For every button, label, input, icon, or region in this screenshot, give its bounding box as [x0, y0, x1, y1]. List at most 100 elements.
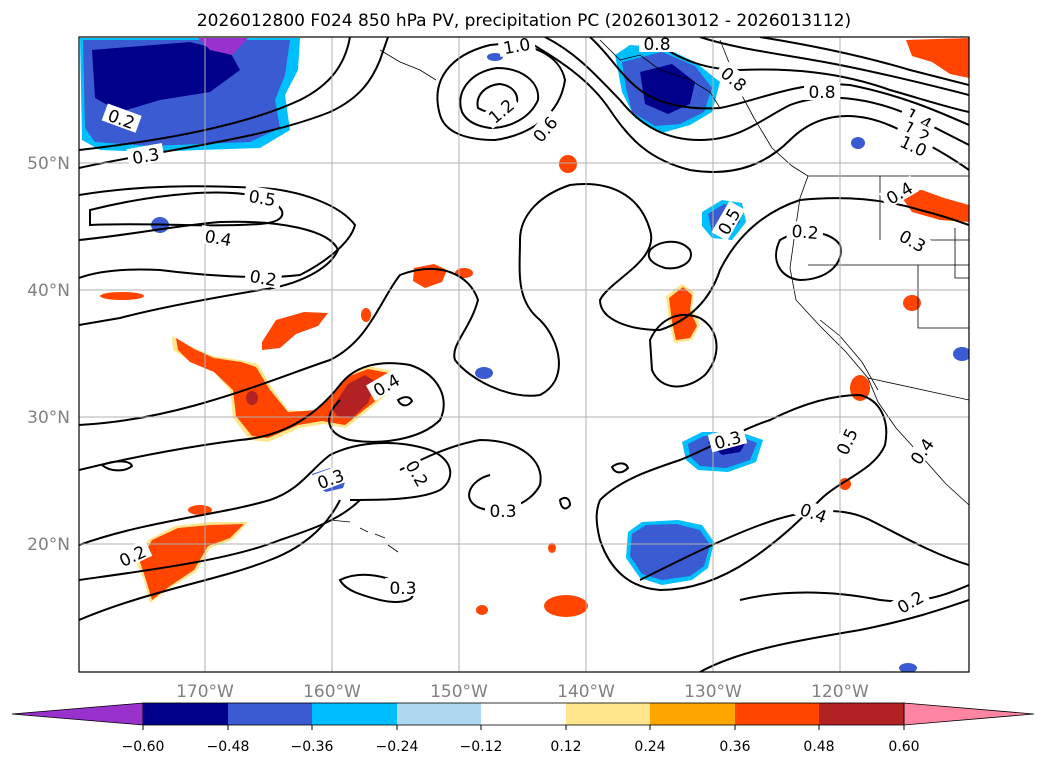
- contour-label: 0.3: [389, 579, 416, 599]
- pv-contour: [79, 442, 452, 546]
- lat-tick-label: 30°N: [27, 408, 70, 428]
- precip-area: [475, 367, 493, 379]
- colorbar-swatch: [481, 703, 566, 725]
- pv-contour: [699, 599, 969, 672]
- pv-contour: [79, 183, 661, 426]
- lat-tick-label: 50°N: [27, 154, 70, 174]
- pv-contour: [79, 185, 357, 279]
- colorbar-swatch: [228, 703, 312, 725]
- pv-contour: [647, 240, 692, 270]
- state-border: [808, 175, 969, 401]
- pv-contour: [436, 43, 567, 142]
- lon-tick-label: 130°W: [684, 682, 742, 702]
- pv-contour: [100, 460, 134, 472]
- lon-axis: 170°W 160°W 150°W 140°W 130°W 120°W: [176, 682, 869, 702]
- coastline: [599, 39, 721, 109]
- gridlines: [79, 37, 969, 672]
- precip-area: [630, 524, 710, 580]
- precip-area: [361, 308, 371, 322]
- lon-tick-label: 120°W: [811, 682, 869, 702]
- colorbar-tick-label: −0.12: [460, 739, 503, 755]
- colorbar-swatch: [143, 703, 228, 725]
- pv-contour: [558, 496, 572, 510]
- map-panel: 1.0 0.8 0.8 0.8 1.4 1.2 1.0 1.2 0.6 0.2 …: [78, 33, 970, 673]
- colorbar-swatch: [735, 703, 819, 725]
- pv-contour: [648, 314, 718, 388]
- pv-contour: [396, 396, 414, 407]
- hawaii-islands: [329, 519, 399, 553]
- colorbar-extend-right: [903, 702, 1035, 726]
- precip-area: [262, 312, 328, 350]
- pv-contour: [79, 499, 341, 621]
- precip-area: [851, 137, 865, 149]
- lat-tick-label: 20°N: [27, 535, 70, 555]
- colorbar: −0.60 −0.48 −0.36 −0.24 −0.12 0.12 0.24 …: [11, 702, 1035, 755]
- colorbar-swatch: [312, 703, 397, 725]
- precip-area: [906, 38, 969, 78]
- contour-label: 0.2: [791, 222, 820, 244]
- precip-area: [198, 38, 248, 55]
- colorbar-tick-label: −0.48: [207, 739, 250, 755]
- contour-label: 0.8: [643, 35, 670, 55]
- colorbar-extend-left: [11, 702, 144, 726]
- precip-area: [188, 505, 212, 515]
- colorbar-tick-label: −0.24: [376, 739, 419, 755]
- pv-contour: [739, 584, 969, 603]
- coastline: [819, 319, 879, 391]
- contour-label: 0.5: [247, 187, 277, 211]
- pv-contour: [399, 438, 542, 512]
- precip-area: [640, 64, 695, 114]
- pv-contour: [79, 362, 445, 471]
- contour-label: 0.3: [131, 145, 161, 169]
- map-frame: [78, 36, 970, 673]
- precip-area: [559, 155, 577, 173]
- pv-contour: [659, 197, 969, 331]
- contour-label: 0.8: [808, 83, 835, 103]
- pv-contour: [610, 462, 630, 474]
- lat-tick-label: 40°N: [27, 281, 70, 301]
- colorbar-tick-label: 0.36: [719, 739, 750, 755]
- negative-precip-areas: [80, 38, 969, 672]
- colorbar-swatch: [566, 703, 650, 725]
- contour-label: 0.3: [489, 502, 516, 522]
- precip-area: [839, 478, 851, 490]
- pv-contour: [589, 37, 969, 126]
- colorbar-swatch: [650, 703, 735, 725]
- precip-area: [548, 543, 556, 553]
- positive-precip-areas: [100, 38, 969, 617]
- coastline: [379, 49, 437, 81]
- contour-label: 0.4: [203, 227, 233, 251]
- pv-contour: [79, 37, 351, 151]
- map-content: [79, 37, 969, 672]
- map-title: 2026012800 F024 850 hPa PV, precipitatio…: [197, 11, 851, 31]
- precip-area: [487, 53, 503, 61]
- lon-tick-label: 150°W: [430, 682, 488, 702]
- pv-contour: [459, 66, 540, 130]
- precip-area: [953, 347, 969, 361]
- precip-area: [898, 190, 969, 222]
- lon-tick-label: 160°W: [303, 682, 361, 702]
- precip-area: [100, 292, 144, 300]
- colorbar-tick-label: 0.60: [888, 739, 919, 755]
- colorbar-tick-label: 0.12: [550, 739, 581, 755]
- precip-area: [92, 42, 240, 112]
- colorbar-tick-label: 0.24: [634, 739, 665, 755]
- pv-contour: [79, 220, 340, 326]
- contour-labels: 1.0 0.8 0.8 0.8 1.4 1.2 1.0 1.2 0.6 0.2 …: [101, 33, 940, 618]
- pv-contour: [338, 573, 414, 603]
- colorbar-frame: [142, 702, 905, 726]
- colorbar-swatch: [819, 703, 904, 725]
- contour-label: 1.0: [502, 35, 532, 59]
- pv-contour: [544, 37, 969, 146]
- lon-tick-label: 170°W: [176, 682, 234, 702]
- precip-area: [544, 595, 588, 617]
- pv-contour: [89, 191, 284, 227]
- pv-contour: [649, 37, 969, 113]
- precip-area: [903, 295, 921, 311]
- colorbar-tick-label: −0.36: [291, 739, 334, 755]
- lon-tick-label: 140°W: [557, 682, 615, 702]
- colorbar-swatch: [397, 703, 481, 725]
- lat-axis: 50°N 40°N 30°N 20°N: [27, 154, 70, 555]
- precip-area: [332, 375, 376, 418]
